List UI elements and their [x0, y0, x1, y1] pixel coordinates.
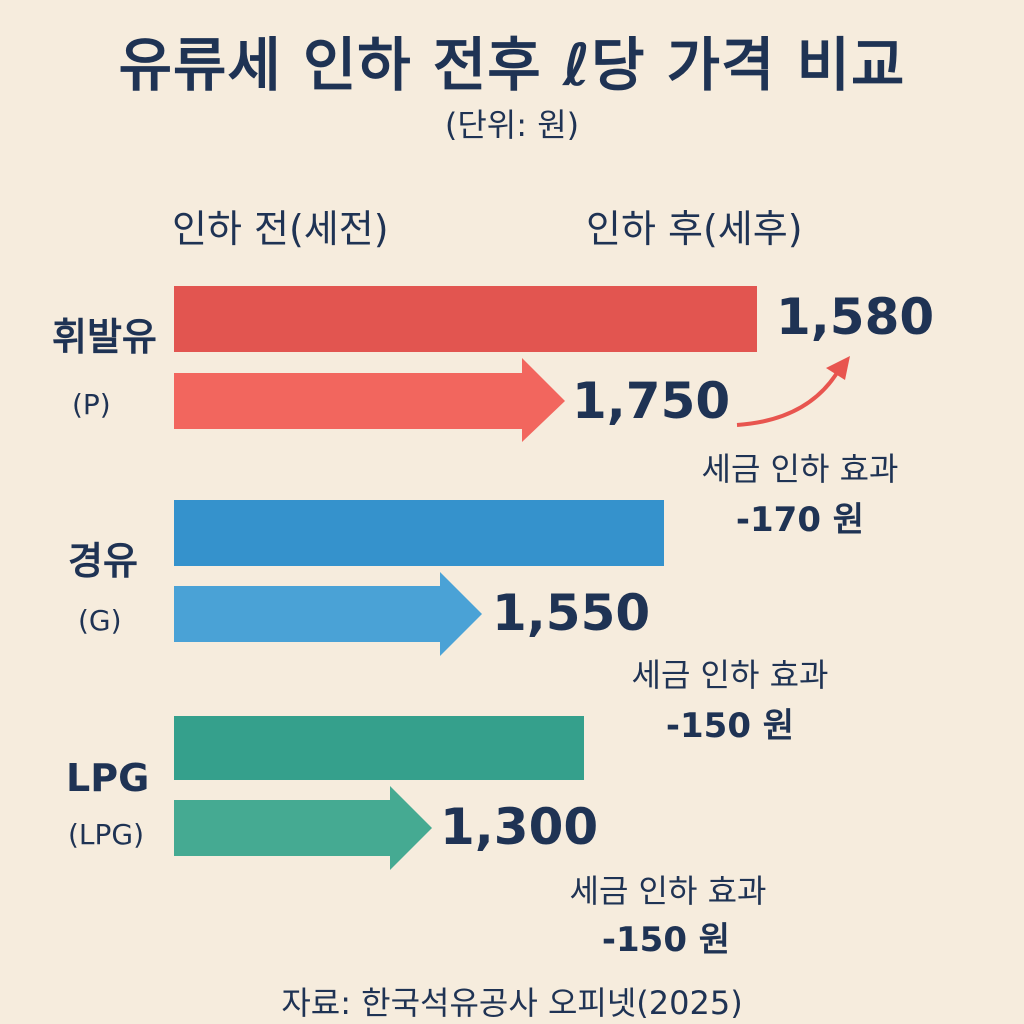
effect-label-diesel: 세금 인하 효과: [631, 656, 829, 694]
category-label-gasoline: 휘발유: [52, 315, 157, 359]
category-sub-diesel: (G): [78, 604, 122, 637]
effect-label-gasoline: 세금 인하 효과: [701, 450, 899, 488]
bar-arrow-gasoline: [174, 358, 565, 442]
effect-value-gasoline: -170 원: [735, 500, 865, 540]
bar-arrow-lpg: [174, 786, 432, 870]
source-note: 자료: 한국석유공사 오피넷(2025): [281, 984, 743, 1022]
value-label-diesel: 1,550: [492, 584, 651, 642]
effect-value-diesel: -150 원: [665, 706, 795, 746]
bar-rect-diesel-top: [174, 500, 664, 566]
curved-arrow-head: [826, 356, 850, 380]
bar-rect-gasoline-top: [174, 286, 757, 352]
category-sub-lpg: (LPG): [68, 818, 145, 851]
value-label-gasoline-before: 1,750: [572, 372, 731, 430]
effect-label-lpg: 세금 인하 효과: [569, 872, 767, 910]
effect-value-lpg: -150 원: [601, 920, 731, 960]
bar-arrow-diesel: [174, 572, 482, 656]
value-label-gasoline-after: 1,580: [776, 288, 935, 346]
bar-gasoline-top: [174, 286, 757, 352]
category-sub-gasoline: (P): [72, 388, 111, 421]
category-label-diesel: 경유: [68, 539, 138, 583]
column-header-before: 인하 전(세전): [172, 207, 389, 251]
unit-label: (단위: 원): [444, 106, 580, 144]
category-label-lpg: LPG: [66, 756, 150, 800]
bar-rect-lpg-top: [174, 716, 584, 780]
value-label-lpg: 1,300: [440, 798, 599, 856]
curved-arrow-gasoline: [736, 366, 842, 427]
column-header-after: 인하 후(세후): [586, 207, 803, 251]
chart-title: 유류세 인하 전후 ℓ당 가격 비교: [118, 31, 906, 99]
